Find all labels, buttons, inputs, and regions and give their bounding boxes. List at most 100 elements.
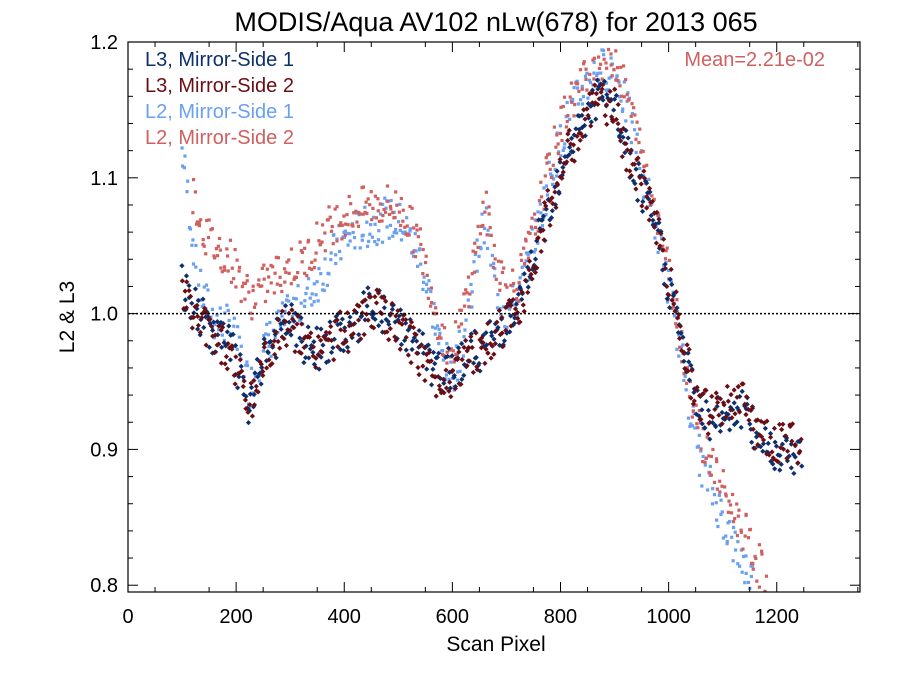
data-point: [373, 222, 377, 226]
data-point: [770, 461, 776, 467]
data-point: [498, 306, 502, 311]
data-point: [342, 328, 348, 334]
data-point: [547, 152, 552, 156]
data-point: [223, 354, 230, 360]
data-point: [251, 402, 258, 408]
data-point: [449, 353, 455, 359]
data-point: [437, 327, 441, 331]
data-point: [714, 395, 720, 401]
legend: L3, Mirror-Side 1 L3, Mirror-Side 2 L2, Mi…: [145, 49, 294, 149]
data-point: [401, 337, 408, 344]
data-point: [394, 336, 400, 342]
data-point: [209, 315, 213, 319]
data-point: [545, 196, 552, 203]
data-point: [624, 77, 628, 82]
data-point: [218, 319, 224, 326]
data-point: [576, 102, 581, 106]
data-point: [743, 412, 749, 418]
data-point: [499, 314, 505, 321]
data-point: [267, 344, 271, 348]
data-point: [719, 421, 725, 427]
data-point: [517, 286, 524, 292]
data-point: [721, 402, 727, 408]
data-point: [721, 469, 725, 473]
data-point: [272, 291, 276, 295]
data-point: [210, 319, 217, 325]
data-point: [318, 354, 324, 360]
data-point: [445, 345, 452, 351]
data-point: [749, 574, 753, 579]
data-point: [476, 245, 480, 250]
data-point: [689, 367, 695, 374]
data-point: [746, 536, 751, 540]
legend-entry-3: L2, Mirror-Side 1: [145, 101, 294, 123]
data-point: [454, 344, 459, 348]
data-point: [266, 333, 271, 337]
data-point: [335, 237, 339, 241]
data-point: [530, 227, 534, 231]
data-point: [449, 347, 453, 351]
data-point: [731, 559, 735, 563]
data-point: [678, 330, 684, 336]
data-point: [791, 470, 797, 477]
data-point: [684, 388, 688, 392]
data-point: [302, 304, 307, 309]
data-point: [657, 243, 663, 249]
data-point: [203, 342, 209, 348]
data-point: [433, 393, 439, 399]
data-point: [699, 449, 703, 453]
data-point: [458, 369, 462, 373]
data-point: [182, 297, 188, 303]
data-point: [287, 299, 291, 303]
data-point: [473, 354, 479, 361]
data-point: [315, 221, 319, 225]
data-point: [723, 485, 727, 489]
data-point: [319, 242, 323, 246]
data-point: [682, 378, 686, 383]
data-point: [752, 445, 758, 452]
data-point: [291, 325, 297, 331]
data-point: [630, 102, 634, 106]
data-point: [346, 319, 353, 326]
data-point: [582, 116, 588, 122]
data-point: [687, 395, 692, 399]
data-point: [428, 382, 435, 388]
data-point: [181, 164, 185, 168]
data-point: [678, 348, 685, 354]
data-point: [292, 310, 298, 316]
data-point: [232, 316, 236, 320]
data-point: [784, 455, 790, 461]
data-point: [600, 97, 606, 103]
data-point: [507, 329, 513, 335]
data-point: [625, 135, 631, 141]
data-point: [662, 265, 668, 271]
data-point: [394, 190, 398, 194]
x-tick-label: 1000: [646, 606, 691, 628]
data-point: [432, 302, 436, 306]
data-point: [434, 306, 438, 310]
data-point: [743, 406, 749, 412]
data-point: [388, 311, 394, 317]
data-point: [607, 88, 613, 94]
data-point: [381, 213, 385, 218]
data-point: [214, 319, 220, 325]
data-point: [245, 360, 249, 364]
data-point: [397, 307, 404, 313]
data-point: [376, 209, 380, 213]
data-point: [609, 114, 615, 120]
data-point: [361, 331, 367, 338]
data-point: [501, 305, 506, 309]
data-point: [410, 324, 417, 331]
data-point: [639, 150, 643, 154]
data-point: [667, 276, 673, 282]
data-point: [484, 342, 490, 348]
data-point: [271, 338, 277, 344]
data-point: [499, 313, 503, 317]
data-point: [376, 238, 381, 242]
data-point: [580, 84, 584, 88]
data-point: [555, 131, 559, 135]
data-point: [473, 241, 477, 245]
data-point: [380, 240, 385, 244]
data-point: [186, 288, 192, 294]
data-point: [512, 306, 519, 312]
